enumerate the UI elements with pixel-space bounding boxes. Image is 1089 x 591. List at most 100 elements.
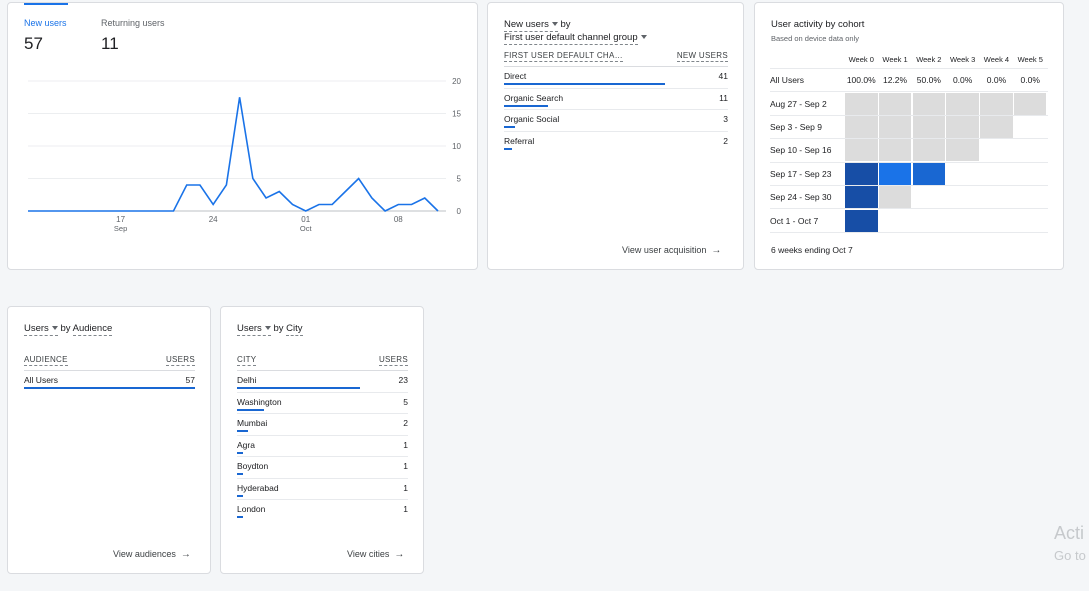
cohort-cell[interactable]: [980, 92, 1013, 115]
table-row[interactable]: Direct 41: [504, 67, 728, 89]
cohort-row: Sep 17 - Sep 23: [770, 162, 1048, 186]
table-row[interactable]: All Users 57: [24, 371, 195, 393]
all-users-value: 100.0%: [846, 75, 876, 86]
by-label: by: [273, 323, 284, 334]
cohort-cell[interactable]: [878, 139, 912, 162]
row-progress-bar: [237, 387, 361, 389]
tab-returning-users[interactable]: Returning users 11: [101, 3, 165, 54]
row-progress-bar: [24, 387, 195, 389]
column-header-dimension: AUDIENCE: [24, 355, 68, 366]
activate-watermark: Acti: [1054, 523, 1085, 543]
cohort-cell[interactable]: [845, 92, 878, 115]
row-value: 1: [403, 439, 408, 450]
metric-selector[interactable]: New users: [504, 19, 558, 32]
card-title: New users by: [504, 19, 571, 32]
by-label: by: [60, 323, 71, 334]
row-label: All Users: [770, 75, 805, 86]
table-header: AUDIENCE USERS: [24, 355, 195, 371]
column-header-metric: USERS: [165, 355, 195, 366]
card-title: Users by Audience: [24, 323, 113, 336]
cohort-cell[interactable]: [912, 162, 946, 185]
cohort-cell[interactable]: [845, 139, 878, 162]
table-body: Delhi 23 Washington 5 Mumbai 2 Agra 1 Boydton 1 Hy…: [237, 371, 408, 522]
row-value: 2: [403, 418, 408, 428]
cohort-cell[interactable]: [878, 162, 912, 185]
row-progress-bar: [237, 408, 265, 411]
card-title: User activity by cohort: [771, 19, 865, 30]
cohort-cell[interactable]: [912, 115, 946, 138]
cohort-cell[interactable]: [878, 92, 912, 115]
row-value: 41: [718, 71, 728, 81]
table-row[interactable]: Delhi 23: [237, 371, 408, 393]
row-label: Sep 10 - Sep 16: [770, 145, 832, 156]
table-row[interactable]: Mumbai 2: [237, 414, 408, 436]
cohort-row: Sep 3 - Sep 9: [770, 115, 1048, 140]
view-cities-link[interactable]: View cities →: [347, 549, 405, 560]
arrow-right-icon: →: [180, 549, 191, 560]
table-row[interactable]: London 1: [237, 500, 408, 522]
acquisition-table: FIRST USER DEFAULT CHA… NEW USERS Direct…: [504, 51, 728, 153]
table-row[interactable]: Boydton 1: [237, 457, 408, 479]
row-name: Agra: [237, 439, 255, 450]
column-header-dimension: CITY: [237, 355, 257, 366]
x-tick-month: Oct: [300, 224, 313, 233]
cohort-cell[interactable]: [946, 139, 979, 162]
city-card: Users by City CITY USERS Delhi 23 Washingt…: [220, 306, 424, 574]
table-row[interactable]: Washington 5: [237, 393, 408, 414]
column-header-metric: NEW USERS: [676, 51, 728, 62]
row-progress-bar: [237, 473, 243, 475]
caret-down-icon: [640, 35, 647, 40]
row-value: 57: [185, 375, 195, 385]
row-progress-bar: [504, 126, 516, 128]
cohort-cell[interactable]: [980, 115, 1013, 138]
cohort-header-row: Week 0 Week 1 Week 2 Week 3 Week 4 Week 5: [770, 51, 1048, 69]
dimension-selector[interactable]: City: [286, 323, 303, 336]
x-tick-label: 08: [394, 215, 403, 224]
cohort-all-users-row: All Users 100.0% 12.2% 50.0% 0.0% 0.0% 0.0%: [770, 69, 1048, 93]
view-user-acquisition-link[interactable]: View user acquisition →: [622, 245, 722, 256]
cohort-cell[interactable]: [912, 139, 946, 162]
column-header-metric: USERS: [378, 355, 408, 366]
row-name: Referral: [504, 135, 535, 146]
cohort-row: Oct 1 - Oct 7: [770, 209, 1048, 233]
row-value: 2: [723, 135, 728, 146]
row-name: London: [237, 504, 266, 514]
cohort-cell[interactable]: [1013, 92, 1047, 115]
cohort-cell[interactable]: [845, 162, 878, 185]
row-value: 1: [403, 504, 408, 514]
dimension-selector[interactable]: Audience: [72, 323, 113, 336]
audience-table: AUDIENCE USERS All Users 57: [24, 355, 195, 393]
cohort-cell[interactable]: [946, 92, 979, 115]
cohort-cell[interactable]: [845, 115, 878, 138]
tab-value: 57: [24, 34, 43, 53]
cohort-table: Week 0 Week 1 Week 2 Week 3 Week 4 Week 5 All…: [770, 51, 1048, 233]
tab-new-users[interactable]: New users 57: [24, 3, 68, 54]
cohort-cell[interactable]: [878, 115, 912, 138]
y-tick-label: 15: [452, 110, 461, 119]
row-value: 11: [719, 92, 728, 103]
table-row[interactable]: Organic Social 3: [504, 110, 728, 132]
table-row[interactable]: Hyderabad 1: [237, 479, 408, 500]
cohort-cell[interactable]: [845, 209, 878, 232]
table-row[interactable]: Agra 1: [237, 436, 408, 457]
series-line-new-users[interactable]: [28, 97, 439, 212]
table-row[interactable]: Referral 2: [504, 132, 728, 154]
dimension-selector[interactable]: First user default channel group: [504, 32, 647, 45]
view-audiences-link[interactable]: View audiences →: [113, 549, 191, 560]
cohort-cell[interactable]: [878, 186, 912, 209]
city-table: CITY USERS Delhi 23 Washington 5 Mumbai 2 Agra…: [237, 355, 408, 522]
x-tick-month: Sep: [114, 224, 127, 233]
row-name: Boydton: [237, 461, 269, 471]
y-tick-label: 0: [457, 207, 462, 216]
cohort-cell[interactable]: [946, 115, 979, 138]
metric-selector[interactable]: Users: [24, 323, 58, 336]
cohort-footer: 6 weeks ending Oct 7: [771, 245, 853, 255]
metric-selector[interactable]: Users: [237, 323, 271, 336]
week-header: Week 0: [848, 55, 874, 64]
cohort-cell[interactable]: [912, 92, 946, 115]
row-progress-bar: [504, 83, 666, 85]
table-row[interactable]: Organic Search 11: [504, 89, 728, 110]
cohort-cell[interactable]: [845, 186, 878, 209]
week-header: Week 1: [882, 55, 908, 64]
row-name: Organic Social: [504, 114, 560, 124]
